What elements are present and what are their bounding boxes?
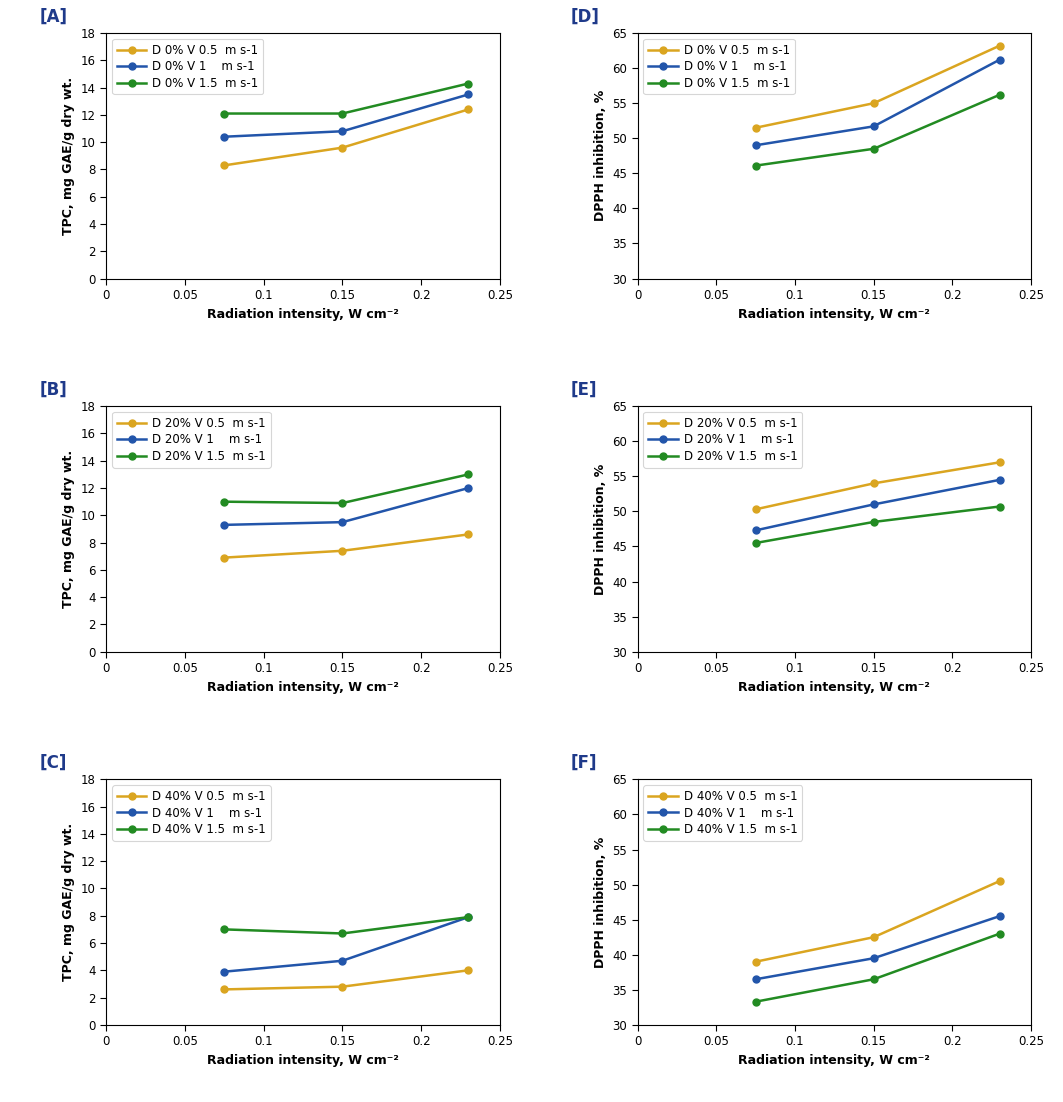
Y-axis label: TPC, mg GAE/g dry wt.: TPC, mg GAE/g dry wt. [63,450,75,608]
D 40% V 0.5  m s-1 [462,963,475,976]
D 40% V 0.5  m s-1 [993,875,1006,888]
Legend: D 40% V 0.5  m s-1, D 40% V 1    m s-1, D 40% V 1.5  m s-1: D 40% V 0.5 m s-1, D 40% V 1 m s-1, D 40… [113,786,271,841]
D 20% V 0.5  m s-1 [993,456,1006,469]
Line: D 40% V 1    m s-1: D 40% V 1 m s-1 [221,914,472,975]
Text: [D]: [D] [571,8,600,25]
Legend: D 40% V 0.5  m s-1, D 40% V 1    m s-1, D 40% V 1.5  m s-1: D 40% V 0.5 m s-1, D 40% V 1 m s-1, D 40… [643,786,803,841]
Line: D 20% V 1    m s-1: D 20% V 1 m s-1 [221,485,472,528]
Line: D 0% V 1.5  m s-1: D 0% V 1.5 m s-1 [753,91,1003,169]
D 40% V 0.5  m s-1 [336,980,349,993]
D 0% V 0.5  m s-1 [218,159,231,172]
Line: D 40% V 1    m s-1: D 40% V 1 m s-1 [753,912,1003,983]
D 0% V 1    m s-1 [749,139,762,152]
Line: D 40% V 1.5  m s-1: D 40% V 1.5 m s-1 [221,914,472,937]
D 20% V 1    m s-1 [867,498,880,511]
D 20% V 1.5  m s-1 [218,495,231,508]
Text: [C]: [C] [39,754,67,773]
D 40% V 0.5  m s-1 [218,983,231,996]
Y-axis label: DPPH inhibition, %: DPPH inhibition, % [594,90,607,222]
D 0% V 1    m s-1 [336,125,349,138]
D 20% V 1    m s-1 [218,518,231,531]
D 20% V 0.5  m s-1 [749,503,762,516]
Line: D 0% V 1    m s-1: D 0% V 1 m s-1 [753,56,1003,149]
Line: D 0% V 1    m s-1: D 0% V 1 m s-1 [221,91,472,140]
D 0% V 0.5  m s-1 [336,141,349,154]
D 0% V 1.5  m s-1 [993,88,1006,101]
Line: D 20% V 1.5  m s-1: D 20% V 1.5 m s-1 [221,471,472,507]
D 20% V 0.5  m s-1 [336,544,349,558]
X-axis label: Radiation intensity, W cm⁻²: Radiation intensity, W cm⁻² [207,1054,399,1067]
D 40% V 1.5  m s-1 [749,995,762,1008]
Legend: D 20% V 0.5  m s-1, D 20% V 1    m s-1, D 20% V 1.5  m s-1: D 20% V 0.5 m s-1, D 20% V 1 m s-1, D 20… [113,412,271,467]
D 40% V 1    m s-1 [218,965,231,979]
D 20% V 1.5  m s-1 [336,496,349,509]
D 0% V 0.5  m s-1 [993,39,1006,52]
D 0% V 1    m s-1 [867,120,880,133]
Line: D 20% V 1    m s-1: D 20% V 1 m s-1 [753,476,1003,533]
Line: D 20% V 0.5  m s-1: D 20% V 0.5 m s-1 [753,458,1003,512]
D 0% V 1    m s-1 [993,53,1006,66]
D 0% V 1    m s-1 [462,88,475,101]
X-axis label: Radiation intensity, W cm⁻²: Radiation intensity, W cm⁻² [207,681,399,693]
D 40% V 1.5  m s-1 [867,973,880,986]
D 0% V 1.5  m s-1 [218,107,231,120]
D 20% V 1    m s-1 [336,516,349,529]
D 20% V 0.5  m s-1 [218,551,231,564]
Text: [A]: [A] [39,8,67,25]
Y-axis label: TPC, mg GAE/g dry wt.: TPC, mg GAE/g dry wt. [63,823,75,981]
Line: D 20% V 1.5  m s-1: D 20% V 1.5 m s-1 [753,503,1003,547]
D 40% V 1    m s-1 [867,952,880,965]
X-axis label: Radiation intensity, W cm⁻²: Radiation intensity, W cm⁻² [739,307,930,321]
Line: D 0% V 0.5  m s-1: D 0% V 0.5 m s-1 [753,42,1003,131]
Text: [F]: [F] [571,754,597,773]
Line: D 40% V 0.5  m s-1: D 40% V 0.5 m s-1 [221,966,472,993]
D 40% V 0.5  m s-1 [867,930,880,943]
Line: D 40% V 0.5  m s-1: D 40% V 0.5 m s-1 [753,877,1003,965]
Y-axis label: TPC, mg GAE/g dry wt.: TPC, mg GAE/g dry wt. [63,77,75,235]
Line: D 0% V 1.5  m s-1: D 0% V 1.5 m s-1 [221,80,472,117]
D 40% V 1    m s-1 [993,909,1006,922]
Y-axis label: DPPH inhibition, %: DPPH inhibition, % [594,463,607,595]
D 0% V 0.5  m s-1 [867,97,880,110]
D 40% V 0.5  m s-1 [749,955,762,969]
D 20% V 1.5  m s-1 [867,516,880,529]
D 40% V 1.5  m s-1 [218,922,231,936]
D 0% V 1.5  m s-1 [462,77,475,90]
D 20% V 0.5  m s-1 [867,477,880,490]
D 0% V 0.5  m s-1 [462,102,475,116]
Legend: D 0% V 0.5  m s-1, D 0% V 1    m s-1, D 0% V 1.5  m s-1: D 0% V 0.5 m s-1, D 0% V 1 m s-1, D 0% V… [113,39,264,95]
D 20% V 1.5  m s-1 [462,467,475,480]
D 40% V 1.5  m s-1 [336,927,349,940]
D 40% V 1    m s-1 [462,910,475,923]
D 40% V 1.5  m s-1 [462,910,475,923]
D 20% V 1    m s-1 [462,482,475,495]
X-axis label: Radiation intensity, W cm⁻²: Radiation intensity, W cm⁻² [207,307,399,321]
D 20% V 1    m s-1 [749,523,762,537]
Legend: D 0% V 0.5  m s-1, D 0% V 1    m s-1, D 0% V 1.5  m s-1: D 0% V 0.5 m s-1, D 0% V 1 m s-1, D 0% V… [643,39,794,95]
X-axis label: Radiation intensity, W cm⁻²: Radiation intensity, W cm⁻² [739,1054,930,1067]
D 0% V 1.5  m s-1 [749,159,762,172]
Line: D 40% V 1.5  m s-1: D 40% V 1.5 m s-1 [753,930,1003,1005]
D 20% V 1.5  m s-1 [993,500,1006,514]
Text: [B]: [B] [39,381,67,399]
D 40% V 1    m s-1 [336,954,349,968]
D 0% V 1.5  m s-1 [867,142,880,155]
D 0% V 1    m s-1 [218,130,231,143]
Legend: D 20% V 0.5  m s-1, D 20% V 1    m s-1, D 20% V 1.5  m s-1: D 20% V 0.5 m s-1, D 20% V 1 m s-1, D 20… [643,412,803,467]
D 20% V 1    m s-1 [993,473,1006,486]
X-axis label: Radiation intensity, W cm⁻²: Radiation intensity, W cm⁻² [739,681,930,693]
D 20% V 1.5  m s-1 [749,537,762,550]
D 20% V 0.5  m s-1 [462,528,475,541]
D 40% V 1    m s-1 [749,973,762,986]
D 0% V 0.5  m s-1 [749,121,762,134]
Line: D 20% V 0.5  m s-1: D 20% V 0.5 m s-1 [221,531,472,561]
Text: [E]: [E] [571,381,597,399]
Y-axis label: DPPH inhibition, %: DPPH inhibition, % [594,836,607,968]
D 40% V 1.5  m s-1 [993,927,1006,940]
D 0% V 1.5  m s-1 [336,107,349,120]
Line: D 0% V 0.5  m s-1: D 0% V 0.5 m s-1 [221,106,472,169]
